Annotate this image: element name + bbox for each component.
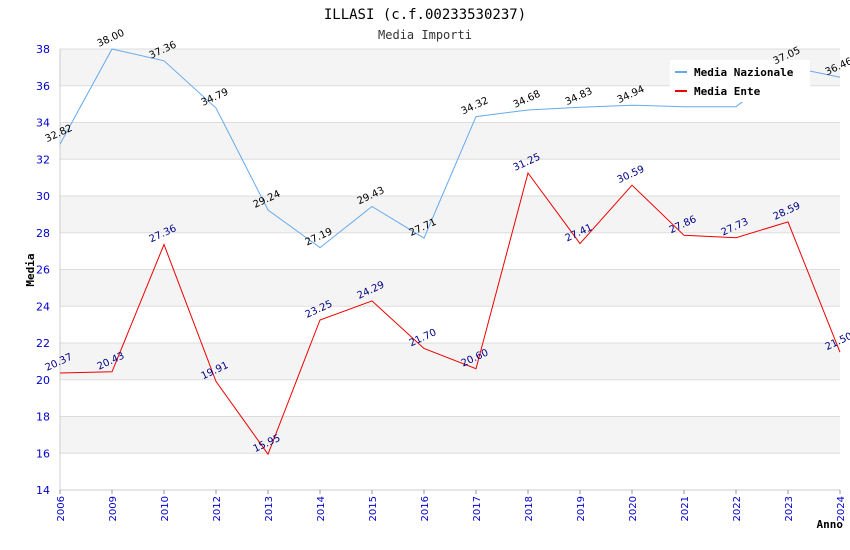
x-tick-label: 2006 xyxy=(56,496,67,521)
data-label: 38.00 xyxy=(96,28,127,50)
x-tick-label: 2010 xyxy=(160,496,171,521)
grid-bands xyxy=(60,49,840,490)
x-tick-label: 2022 xyxy=(732,496,743,521)
y-tick-label: 18 xyxy=(36,411,50,424)
y-tick-label: 30 xyxy=(36,190,50,203)
x-tick-label: 2023 xyxy=(784,496,795,521)
grid-band xyxy=(60,232,840,270)
grid-band xyxy=(60,196,840,233)
grid-band xyxy=(60,416,840,454)
x-tick-label: 2021 xyxy=(680,496,691,521)
chart-subtitle: Media Importi xyxy=(378,28,472,42)
y-tick-label: 14 xyxy=(36,484,50,497)
x-tick-label: 2015 xyxy=(368,496,379,521)
x-tick-label: 2024 xyxy=(836,496,847,521)
grid-band xyxy=(60,269,840,307)
x-axis-ticks: 2006 2009 2010 2012 2013 2014 2015 2016 2017 2018… xyxy=(56,490,847,521)
grid-band xyxy=(60,453,840,490)
x-tick-label: 2018 xyxy=(524,496,535,521)
y-tick-label: 28 xyxy=(36,227,50,240)
y-tick-label: 16 xyxy=(36,447,50,460)
y-tick-label: 22 xyxy=(36,337,50,350)
grid-band xyxy=(60,343,840,380)
legend-entry: Media Nazionale xyxy=(694,66,794,79)
chart-title: ILLASI (c.f.00233530237) xyxy=(324,7,526,23)
y-axis-label: Media xyxy=(24,253,37,286)
legend: Media Nazionale Media Ente xyxy=(670,60,810,102)
y-tick-label: 38 xyxy=(36,43,50,56)
y-tick-label: 34 xyxy=(36,117,50,130)
y-tick-label: 24 xyxy=(36,300,50,313)
x-tick-label: 2013 xyxy=(264,496,275,521)
grid-band xyxy=(60,379,840,417)
y-tick-label: 26 xyxy=(36,264,50,277)
x-tick-label: 2016 xyxy=(420,496,431,521)
series-lines xyxy=(59,48,841,456)
series-line-media-ente xyxy=(59,171,841,456)
legend-entry: Media Ente xyxy=(694,85,761,98)
x-tick-label: 2019 xyxy=(576,496,587,521)
series-line-media-nazionale xyxy=(59,48,841,249)
grid-band xyxy=(60,122,840,160)
x-tick-label: 2009 xyxy=(108,496,119,521)
x-tick-label: 2017 xyxy=(472,496,483,521)
y-tick-label: 20 xyxy=(36,374,50,387)
y-tick-label: 36 xyxy=(36,80,50,93)
x-axis-label: Anno xyxy=(817,518,844,531)
x-tick-label: 2012 xyxy=(212,496,223,521)
y-axis-ticks: 14 16 18 20 22 24 26 28 30 32 34 36 38 xyxy=(36,43,50,497)
x-tick-label: 2020 xyxy=(628,496,639,521)
grid-band xyxy=(60,306,840,343)
grid-lines xyxy=(59,48,840,491)
legend-box xyxy=(670,60,810,102)
x-tick-label: 2014 xyxy=(316,496,327,521)
y-tick-label: 32 xyxy=(36,153,50,166)
